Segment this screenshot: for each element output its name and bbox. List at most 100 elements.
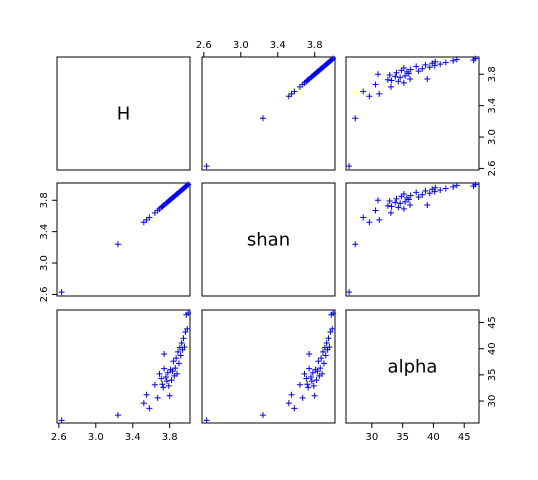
diagonal-label-shan: shan <box>247 230 290 251</box>
point-shan-vs-H <box>58 289 65 296</box>
point-alpha-vs-shan <box>306 350 313 357</box>
point-alpha-vs-H <box>172 365 179 372</box>
point-H-vs-alpha <box>346 163 353 170</box>
point-H-vs-alpha <box>424 75 431 82</box>
point-H-vs-alpha <box>453 56 460 63</box>
point-H-vs-alpha <box>375 71 382 78</box>
point-alpha-vs-H <box>174 348 181 355</box>
point-shan-vs-alpha <box>403 194 410 201</box>
point-alpha-vs-H <box>184 325 191 332</box>
point-shan-vs-alpha <box>437 187 444 194</box>
point-alpha-vs-shan <box>326 344 333 351</box>
point-H-vs-shan <box>259 115 266 122</box>
point-H-vs-alpha <box>395 78 402 85</box>
point-alpha-vs-H <box>164 369 171 376</box>
point-H-vs-alpha <box>429 60 436 67</box>
point-shan-vs-alpha <box>372 207 379 214</box>
point-alpha-vs-shan <box>317 365 324 372</box>
point-shan-vs-alpha <box>415 194 422 201</box>
y-tick-label-alpha: 30 <box>487 395 498 408</box>
point-shan-vs-alpha <box>376 216 383 223</box>
point-alpha-vs-H <box>178 339 185 346</box>
x-tick-label-shan: 2.6 <box>196 40 212 51</box>
x-tick-label-H: 2.6 <box>51 432 67 443</box>
point-alpha-vs-H <box>156 370 163 377</box>
x-tick-label-alpha: 45 <box>458 432 471 443</box>
point-alpha-vs-H <box>146 405 153 412</box>
panel-shan-vs-alpha <box>345 182 480 297</box>
point-alpha-vs-shan <box>314 368 321 375</box>
point-alpha-vs-shan <box>296 381 303 388</box>
point-alpha-vs-H <box>170 358 177 365</box>
point-alpha-vs-H <box>174 370 181 377</box>
point-H-vs-alpha <box>407 75 414 82</box>
point-H-vs-shan <box>291 88 298 95</box>
point-shan-vs-alpha <box>400 190 407 197</box>
point-alpha-vs-H <box>169 368 176 375</box>
panel-H-vs-alpha <box>345 56 480 171</box>
point-shan-vs-alpha <box>366 219 373 226</box>
point-shan-vs-alpha <box>453 182 460 189</box>
point-alpha-vs-shan <box>322 352 329 359</box>
point-H-vs-alpha <box>413 63 420 70</box>
point-shan-vs-alpha <box>419 191 426 198</box>
point-alpha-vs-H <box>182 328 189 335</box>
x-tick-label-alpha: 40 <box>427 432 440 443</box>
point-H-vs-alpha <box>400 64 407 71</box>
point-alpha-vs-H <box>181 344 188 351</box>
point-alpha-vs-H <box>180 335 187 342</box>
point-H-vs-alpha <box>415 68 422 75</box>
x-tick-label-H: 3.4 <box>125 432 141 443</box>
x-tick-label-alpha: 30 <box>365 432 378 443</box>
point-alpha-vs-shan <box>319 348 326 355</box>
point-shan-vs-alpha <box>387 209 394 216</box>
point-shan-vs-alpha <box>450 183 457 190</box>
point-alpha-vs-H <box>175 360 182 367</box>
point-alpha-vs-shan <box>259 412 266 419</box>
point-shan-vs-alpha <box>400 205 407 212</box>
point-alpha-vs-H <box>154 394 161 401</box>
point-shan-vs-alpha <box>429 186 436 193</box>
point-alpha-vs-H <box>140 400 147 407</box>
point-alpha-vs-shan <box>303 375 310 382</box>
point-shan-vs-alpha <box>426 190 433 197</box>
point-H-vs-alpha <box>407 66 414 73</box>
panel-alpha-vs-H <box>56 309 191 424</box>
point-shan-vs-alpha <box>386 198 393 205</box>
point-shan-vs-alpha <box>442 185 449 192</box>
point-H-vs-alpha <box>372 81 379 88</box>
point-alpha-vs-shan <box>308 378 315 385</box>
y-tick-label-alpha: 45 <box>487 316 498 329</box>
point-alpha-vs-shan <box>305 384 312 391</box>
x-tick-label-shan: 3.4 <box>270 40 286 51</box>
point-alpha-vs-H <box>114 412 121 419</box>
point-H-vs-alpha <box>386 72 393 79</box>
point-H-vs-alpha <box>384 76 391 83</box>
point-shan-vs-alpha <box>424 201 431 208</box>
point-alpha-vs-shan <box>319 370 326 377</box>
point-alpha-vs-shan <box>313 377 320 384</box>
point-alpha-vs-H <box>162 373 169 380</box>
point-alpha-vs-H <box>177 352 184 359</box>
point-alpha-vs-H <box>158 375 165 382</box>
panel-shan-vs-shan <box>201 182 336 297</box>
point-H-vs-alpha <box>426 64 433 71</box>
point-alpha-vs-H <box>173 355 180 362</box>
point-alpha-vs-shan <box>310 382 317 389</box>
point-H-vs-alpha <box>387 83 394 90</box>
point-alpha-vs-H <box>151 381 158 388</box>
point-H-vs-alpha <box>376 90 383 97</box>
point-H-vs-alpha <box>400 79 407 86</box>
point-alpha-vs-shan <box>327 328 334 335</box>
point-H-vs-alpha <box>403 68 410 75</box>
x-tick-label-H: 3.0 <box>88 432 104 443</box>
point-H-vs-alpha <box>397 74 404 81</box>
point-alpha-vs-H <box>165 382 172 389</box>
y-tick-label-shan: 3.0 <box>39 255 50 271</box>
point-shan-vs-H <box>185 181 192 188</box>
x-tick-label-shan: 3.8 <box>307 40 323 51</box>
point-shan-vs-alpha <box>375 197 382 204</box>
point-alpha-vs-H <box>58 417 65 424</box>
point-shan-vs-alpha <box>360 214 367 221</box>
